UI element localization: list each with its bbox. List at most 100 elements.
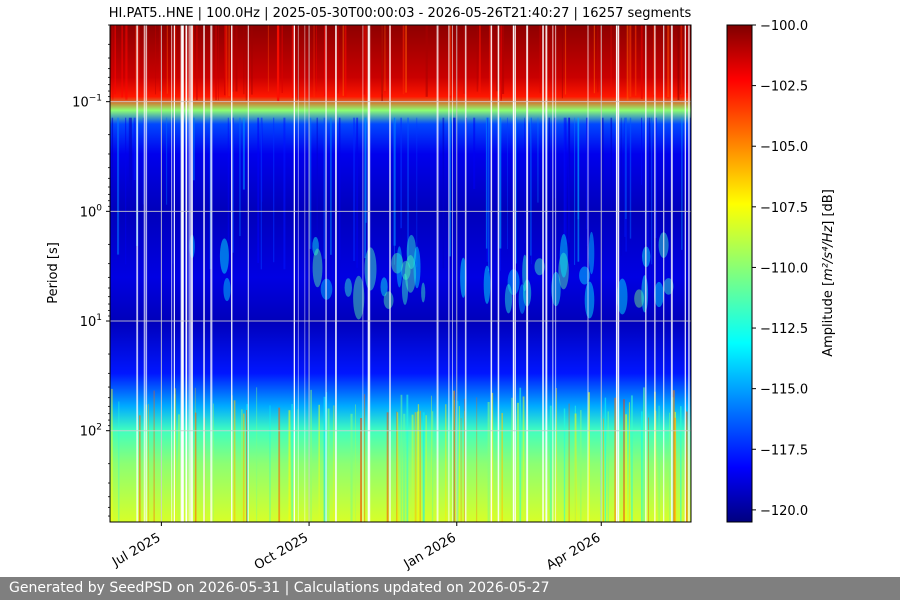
gap-line [203, 25, 205, 522]
texture-streak [125, 25, 128, 100]
texture-streak [133, 117, 136, 180]
texture-streak [402, 25, 405, 95]
texture-streak [488, 117, 490, 271]
texture-streak [267, 25, 269, 92]
texture-streak [677, 25, 680, 100]
texture-streak [674, 417, 677, 522]
microseism-blob [641, 275, 649, 313]
plot-area [109, 24, 692, 523]
texture-streak [228, 25, 230, 97]
texture-streak [672, 390, 675, 522]
microseism-blob [219, 238, 229, 274]
texture-streak [112, 25, 114, 100]
gap-line [136, 25, 139, 522]
texture-streak [356, 117, 359, 268]
texture-streak [393, 117, 395, 265]
microseism-blob [391, 252, 404, 274]
texture-streak [577, 117, 579, 220]
texture-streak [516, 402, 519, 522]
texture-streak [246, 410, 248, 522]
gap-line [362, 25, 364, 522]
texture-streak [502, 25, 505, 94]
texture-streak [531, 117, 532, 265]
texture-streak [631, 395, 633, 522]
texture-streak [333, 405, 335, 522]
texture-streak [218, 25, 219, 101]
microseism-blob [396, 246, 403, 288]
texture-streak [118, 401, 120, 522]
colorbar-label-suffix: ] [dB] [821, 189, 836, 226]
y-tick-base: 10 [72, 96, 89, 111]
texture-streak [624, 117, 626, 237]
texture-streak [251, 25, 253, 95]
texture-streak [129, 117, 132, 225]
psd-chart: HI.PAT5..HNE | 100.0Hz | 2025-05-30T00:0… [46, 6, 836, 573]
x-axis: Jul 2025 Oct 2025 Jan 2026 Apr 2026 [109, 522, 603, 573]
gap-line [369, 25, 371, 522]
texture-streak [530, 117, 532, 256]
microseism-blob [406, 234, 417, 270]
texture-streak [689, 117, 691, 212]
texture-streak [593, 25, 595, 94]
texture-streak [556, 388, 557, 522]
microseism-blob [584, 281, 595, 319]
texture-streak [406, 394, 409, 522]
texture-streak [629, 117, 632, 239]
texture-streak [539, 25, 541, 94]
texture-streak [476, 25, 478, 92]
texture-streak [489, 25, 490, 100]
colorbar-tick-label: −100.0 [760, 19, 808, 34]
y-tick-label: 100 [80, 203, 103, 220]
gap-line [210, 25, 212, 522]
gap-line [297, 25, 299, 522]
texture-streak [629, 25, 632, 97]
texture-streak [192, 117, 195, 181]
texture-streak [172, 117, 174, 264]
microseism-blob [518, 284, 526, 314]
colorbar-tick-label: −105.0 [760, 140, 808, 155]
colorbar-label-units: m²/s⁴/Hz [821, 225, 836, 281]
texture-streak [192, 25, 194, 99]
data-gaps [136, 25, 690, 522]
texture-streak [242, 117, 245, 190]
texture-streak [414, 412, 417, 522]
gap-line [498, 25, 500, 522]
texture-streak [655, 410, 657, 522]
texture-streak [360, 418, 362, 522]
texture-streak [610, 25, 612, 96]
texture-streak [178, 414, 180, 522]
microseism-blob [559, 234, 568, 278]
texture-streak [623, 399, 625, 522]
texture-streak [194, 387, 196, 522]
texture-streak [453, 390, 456, 522]
texture-streak [564, 25, 567, 95]
gap-line [247, 25, 249, 522]
gap-line [684, 25, 686, 522]
microseism-blob [522, 254, 528, 292]
texture-streak [288, 410, 291, 522]
texture-streak [148, 404, 149, 522]
texture-streak [563, 408, 566, 522]
texture-streak [680, 406, 682, 522]
texture-streak [667, 25, 670, 98]
gap-line [654, 25, 656, 522]
colorbar-scale [726, 24, 753, 523]
texture-streak [364, 117, 366, 259]
texture-streak [685, 411, 688, 522]
gap-line [497, 25, 499, 522]
texture-streak [651, 117, 653, 265]
y-tick-base: 10 [80, 315, 97, 330]
texture-streak [453, 117, 456, 180]
texture-streak [561, 25, 563, 99]
gap-line [688, 25, 690, 522]
texture-streak [338, 117, 341, 261]
y-tick-exponent: −1 [89, 94, 102, 104]
gap-line [515, 25, 516, 522]
texture-streak [337, 25, 339, 94]
gap-line [143, 25, 145, 522]
texture-streak [449, 25, 452, 96]
texture-streak [640, 25, 643, 99]
plot-frame [109, 24, 692, 523]
texture-streak [473, 117, 476, 189]
texture-streak [641, 117, 643, 185]
